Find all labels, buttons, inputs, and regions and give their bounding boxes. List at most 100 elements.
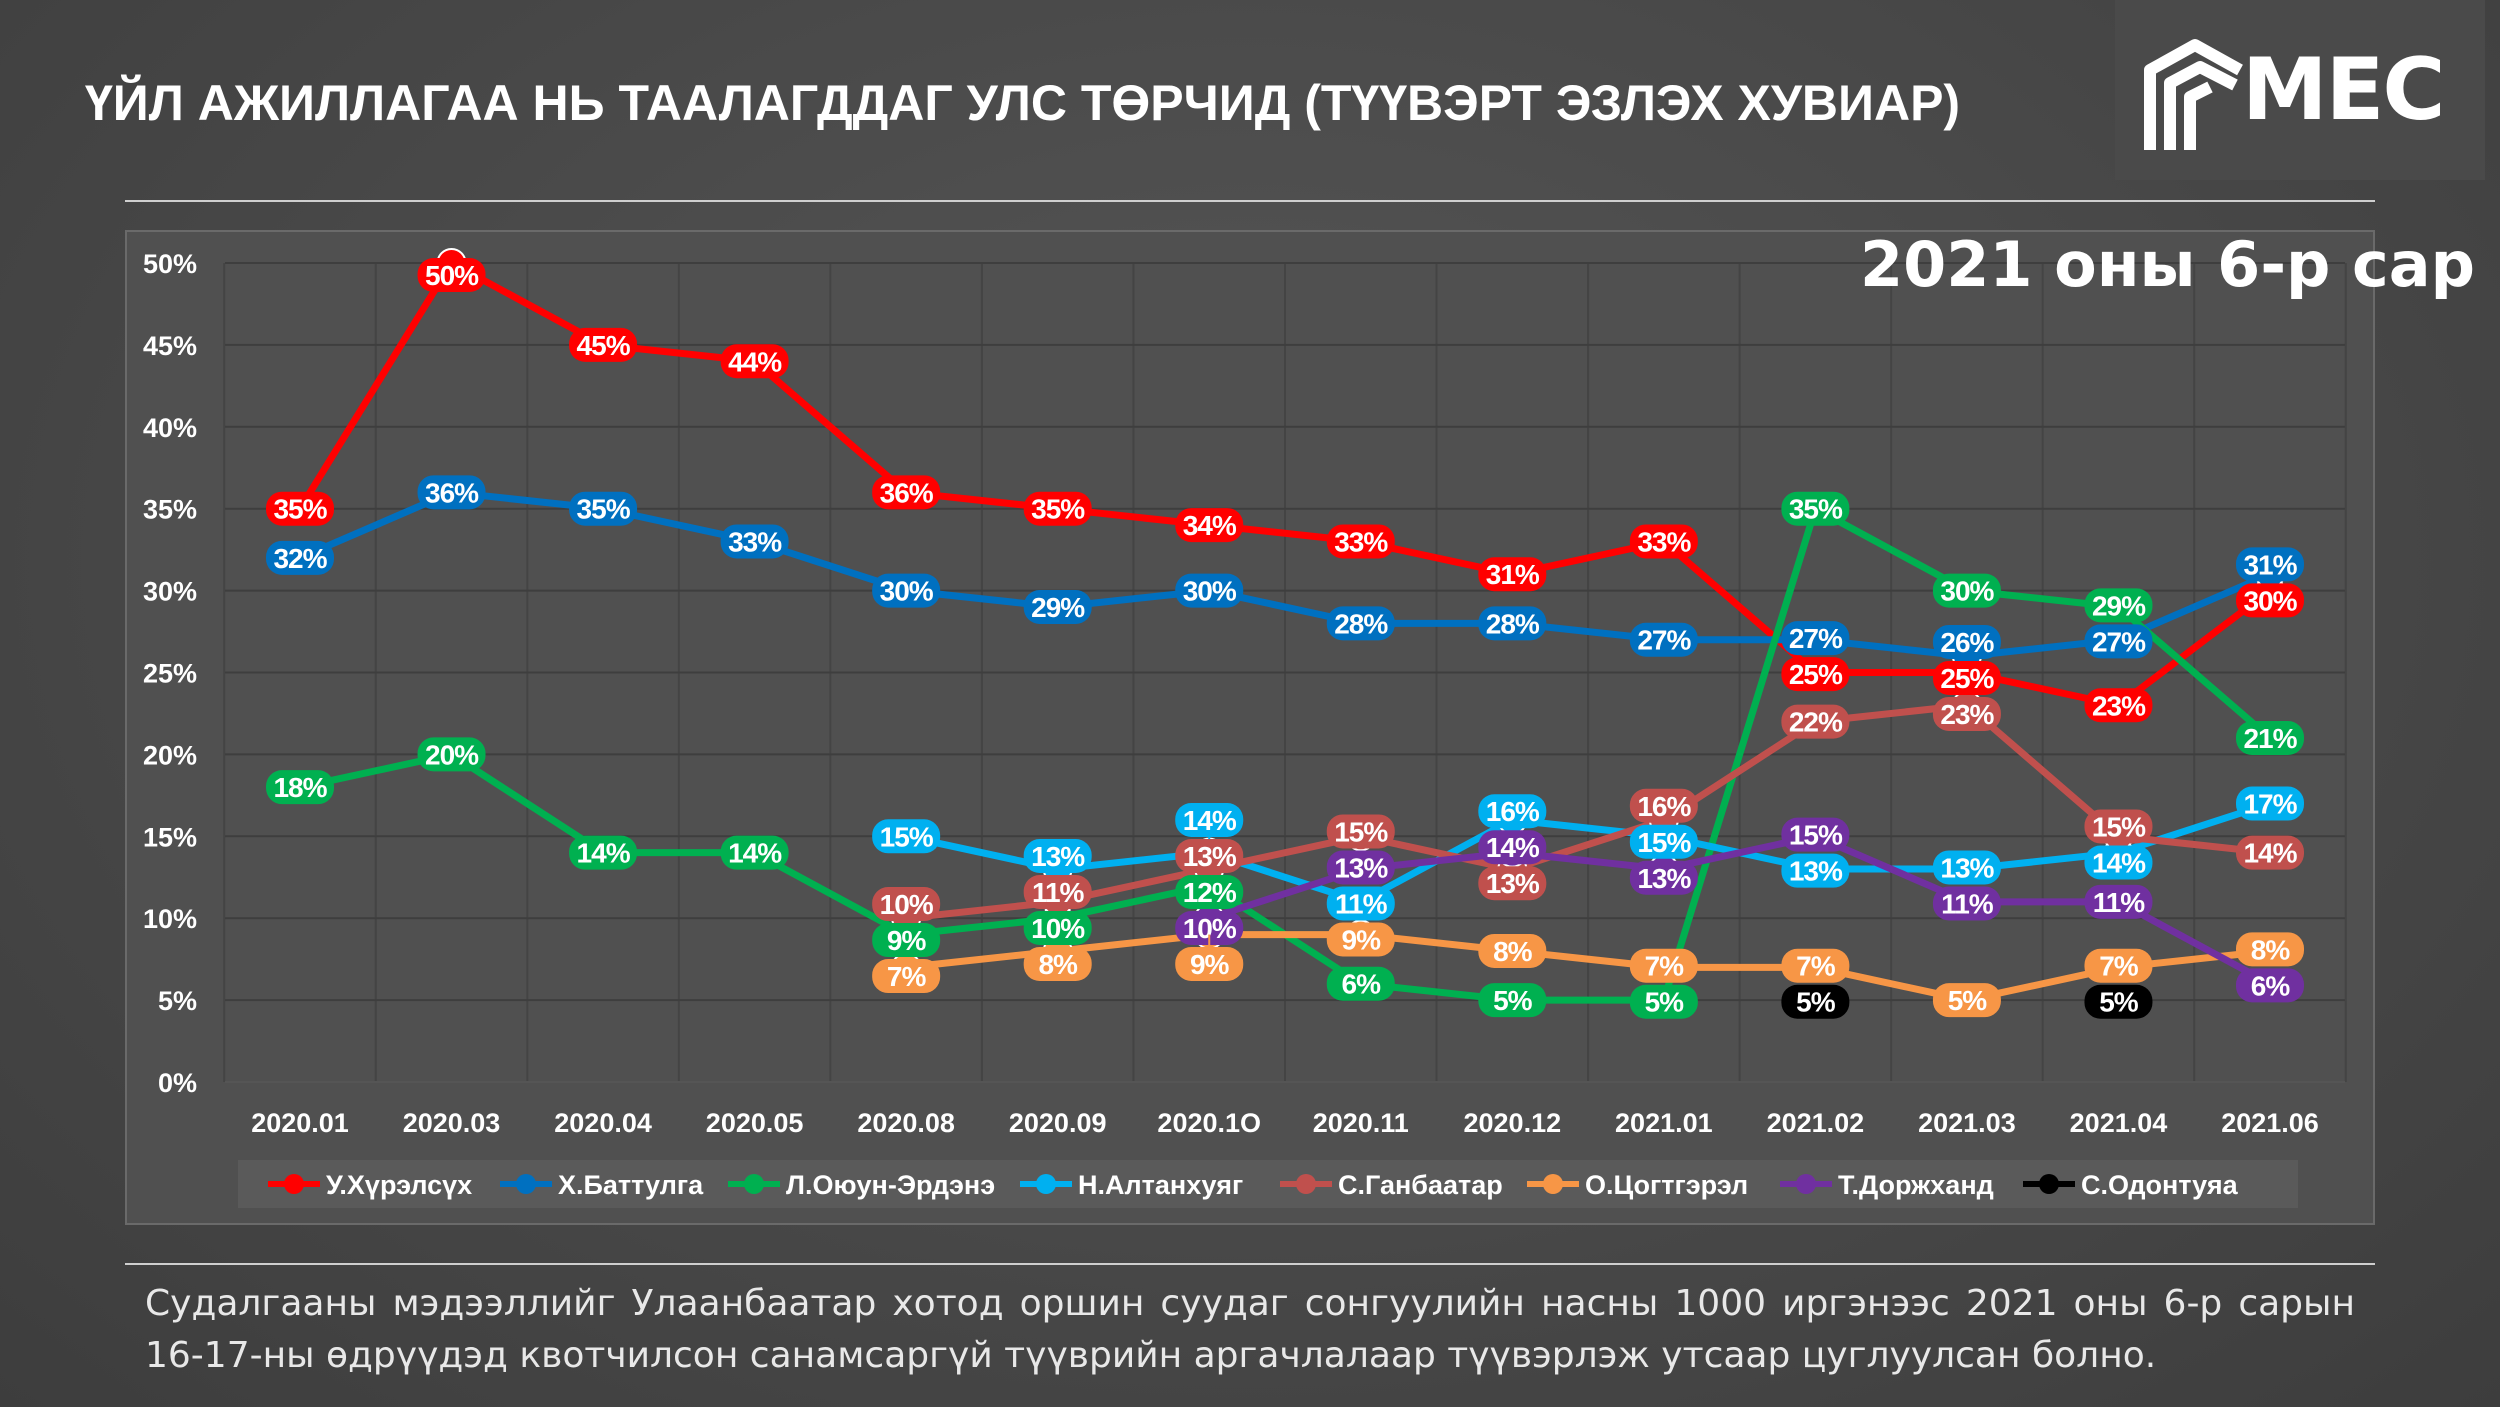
y-tick-label: 40% (143, 413, 197, 443)
data-label: 26% (1940, 627, 1994, 658)
data-label-badge (1175, 802, 1244, 837)
data-point: 30% (1175, 573, 1244, 608)
y-tick-label: 30% (143, 577, 197, 607)
x-tick-label: 2021.06 (2221, 1108, 2319, 1138)
data-point: 36% (872, 475, 941, 510)
data-label-badge (1932, 886, 2001, 921)
data-label-badge (266, 540, 334, 575)
data-label-badge (1629, 622, 1698, 657)
data-label: 5% (1948, 985, 1988, 1016)
data-label-badge (720, 344, 789, 379)
data-label: 15% (1789, 820, 1843, 851)
data-label: 14% (2092, 847, 2146, 878)
data-label: 27% (2092, 626, 2146, 657)
page-title: ҮЙЛ АЖИЛЛАГАА НЬ ТААЛАГДДАГ УЛС ТӨРЧИД (… (85, 75, 1961, 131)
data-label-badge (1781, 817, 1850, 852)
data-label: 11% (1941, 888, 1994, 919)
data-label: 33% (1334, 526, 1388, 557)
data-label: 36% (425, 477, 479, 508)
legend-marker (284, 1174, 304, 1194)
data-label: 8% (1038, 949, 1078, 980)
y-tick-label: 20% (143, 740, 197, 770)
data-point: 45% (569, 327, 638, 362)
legend-marker (1036, 1174, 1056, 1194)
data-label-badge (1629, 860, 1698, 895)
data-label-badge (1781, 704, 1850, 739)
data-label: 16% (1486, 796, 1540, 827)
data-label: 11% (1335, 888, 1388, 919)
x-tick-label: 2020.11 (1313, 1108, 1409, 1138)
x-tick-label: 2020.05 (706, 1108, 804, 1138)
legend-label: О.Цогтгэрэл (1585, 1170, 1748, 1200)
data-label: 27% (1637, 625, 1691, 656)
chart-frame (125, 230, 2375, 1225)
x-tick-label: 2021.01 (1615, 1108, 1713, 1138)
legend-item: С.Ганбаатар (1280, 1170, 1503, 1200)
x-tick-label: 2021.02 (1767, 1108, 1865, 1138)
data-label: 17% (2243, 789, 2297, 820)
data-label: 7% (1645, 951, 1685, 982)
data-label: 31% (2243, 549, 2297, 580)
data-label: 14% (1486, 832, 1540, 863)
x-tick-label: 2021.03 (1918, 1108, 2016, 1138)
legend-item: О.Цогтгэрэл (1527, 1170, 1748, 1200)
data-label: 13% (1789, 856, 1843, 887)
data-label-badge (417, 737, 486, 772)
legend-label: Т.Доржханд (1838, 1170, 1994, 1200)
x-tick-label: 2020.03 (403, 1108, 501, 1138)
data-label-badge (872, 959, 941, 994)
data-point: 17% (2236, 786, 2304, 821)
data-label: 6% (1342, 969, 1382, 1000)
y-tick-label: 25% (143, 659, 197, 689)
data-label-badge (720, 524, 789, 559)
y-tick-label: 50% (143, 249, 197, 279)
data-label: 30% (1183, 576, 1237, 607)
data-label: 11% (1032, 877, 1085, 908)
data-label: 10% (1031, 913, 1085, 944)
data-point: 28% (1326, 606, 1395, 641)
data-label-badge (1781, 657, 1850, 692)
data-label: 9% (1190, 949, 1230, 980)
data-point: 7% (2084, 948, 2153, 983)
data-label: 7% (887, 961, 927, 992)
data-label-badge (1023, 589, 1092, 624)
data-point: 5% (2084, 984, 2153, 1019)
data-point: 8% (2236, 932, 2304, 967)
data-label-badge (1326, 966, 1395, 1001)
data-label: 29% (2092, 590, 2146, 621)
y-tick-label: 45% (143, 331, 197, 361)
data-point: 36% (417, 475, 486, 510)
logo-text: MEC (2242, 40, 2445, 140)
data-point: 14% (569, 835, 638, 870)
x-tick-label: 2020.01 (251, 1108, 349, 1138)
y-tick-label: 15% (143, 822, 197, 852)
data-label-badge (2084, 624, 2153, 659)
x-tick-label: 2020.08 (857, 1108, 955, 1138)
data-label-badge (2084, 688, 2153, 723)
data-point: 30% (2236, 583, 2304, 618)
y-tick-label: 0% (158, 1068, 197, 1098)
data-label-badge (2236, 932, 2304, 967)
data-point: 11% (2084, 884, 2153, 919)
data-point: 7% (1781, 948, 1850, 983)
data-label: 36% (880, 477, 934, 508)
data-label: 13% (1334, 852, 1388, 883)
data-label-badge (1478, 794, 1547, 829)
data-label: 9% (887, 925, 927, 956)
data-point: 35% (569, 491, 638, 526)
legend-marker (1543, 1174, 1563, 1194)
data-label-badge (872, 573, 941, 608)
series-line (905, 701, 2271, 922)
data-point: 10% (1175, 910, 1244, 945)
data-point: 27% (1781, 621, 1850, 656)
data-label: 14% (728, 838, 782, 869)
data-point: 15% (872, 819, 941, 854)
x-tick-label: 2020.04 (554, 1108, 652, 1138)
data-label-badge (1023, 875, 1092, 910)
data-label-badge (1932, 983, 2001, 1018)
data-label-badge (1478, 830, 1547, 865)
data-label: 20% (425, 739, 479, 770)
data-label-badge (1175, 508, 1244, 543)
data-label-badge (1629, 948, 1698, 983)
data-label-badge (2236, 786, 2304, 821)
